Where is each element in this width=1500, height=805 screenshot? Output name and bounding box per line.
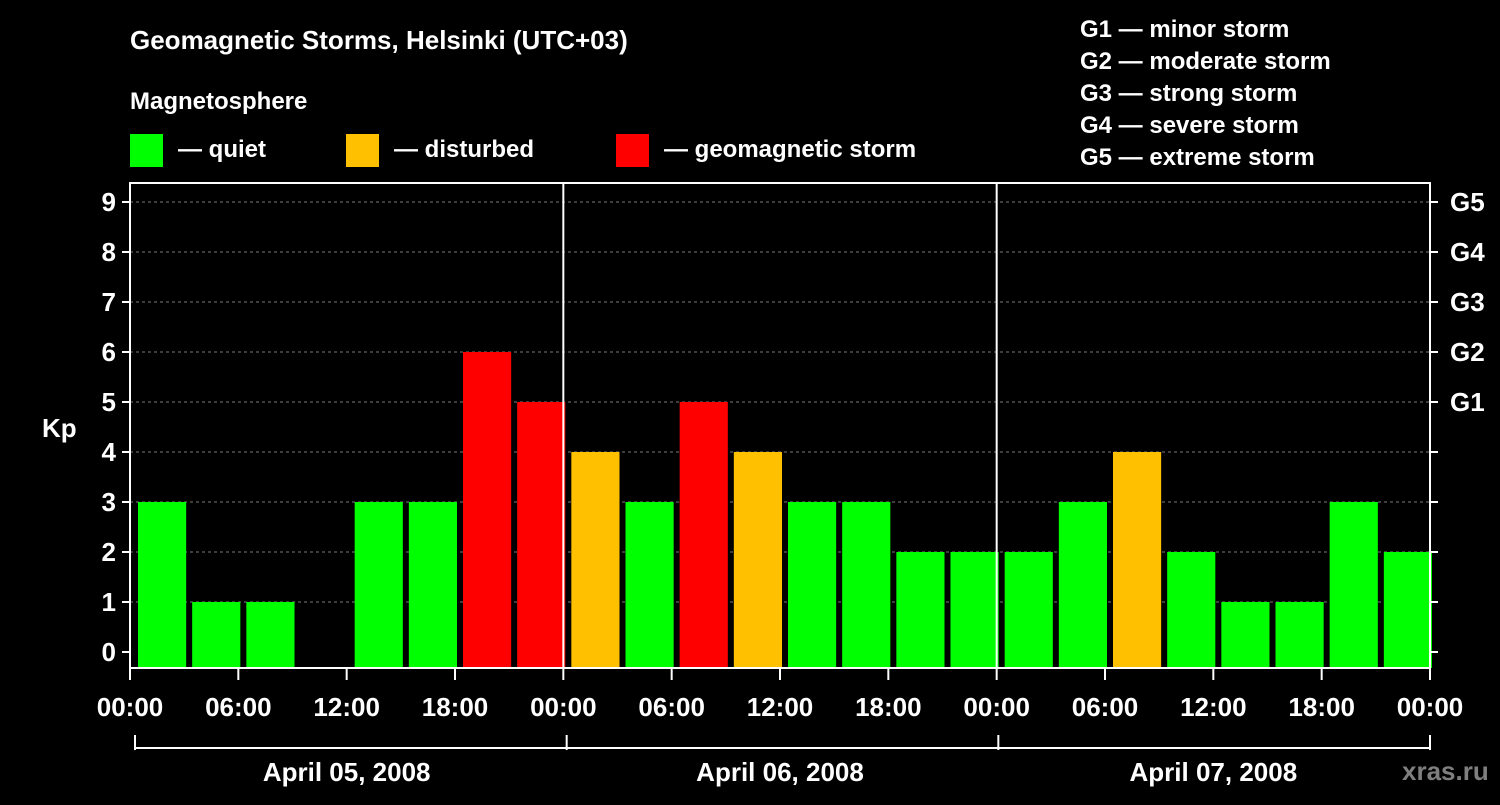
storm-scale-label: G2 — [1450, 337, 1485, 367]
x-tick-label: 00:00 — [963, 692, 1030, 722]
kp-bar — [842, 502, 891, 668]
storm-scale-label: G4 — [1450, 237, 1485, 267]
kp-bar — [1113, 452, 1162, 668]
day-label: April 07, 2008 — [1130, 757, 1298, 787]
x-tick-label: 00:00 — [1397, 692, 1464, 722]
kp-bar — [625, 502, 674, 668]
legend-swatch-storm — [616, 134, 649, 167]
kp-bar — [1221, 602, 1270, 668]
x-tick-label: 12:00 — [1180, 692, 1247, 722]
kp-bar — [950, 552, 999, 668]
y-tick-label: 8 — [102, 237, 116, 267]
day-label: April 05, 2008 — [263, 757, 431, 787]
kp-bar — [1275, 602, 1324, 668]
x-tick-label: 18:00 — [1288, 692, 1355, 722]
y-tick-label: 5 — [102, 387, 116, 417]
y-axis-label: Kp — [42, 413, 77, 443]
storm-scale-label: G5 — [1450, 187, 1485, 217]
y-tick-label: 7 — [102, 287, 116, 317]
kp-bar — [246, 602, 295, 668]
y-tick-label: 4 — [102, 437, 117, 467]
kp-bar — [1383, 552, 1432, 668]
chart-title: Geomagnetic Storms, Helsinki (UTC+03) — [130, 25, 628, 55]
legend-swatch-quiet — [130, 134, 163, 167]
storm-scale-g4: G4 — severe storm — [1080, 112, 1299, 139]
x-tick-label: 18:00 — [855, 692, 922, 722]
legend-heading: Magnetosphere — [130, 88, 307, 115]
kp-bar — [1167, 552, 1216, 668]
y-tick-label: 9 — [102, 187, 116, 217]
x-tick-label: 06:00 — [205, 692, 272, 722]
storm-scale-g3: G3 — strong storm — [1080, 80, 1297, 107]
storm-scale-key: G1 — minor storm G2 — moderate storm G3 … — [1080, 16, 1331, 171]
legend-label-disturbed: — disturbed — [394, 136, 534, 163]
kp-bar — [1004, 552, 1053, 668]
storm-scale-label: G3 — [1450, 287, 1485, 317]
x-tick-label: 00:00 — [530, 692, 597, 722]
storm-scale-label: G1 — [1450, 387, 1485, 417]
y-tick-label: 3 — [102, 487, 116, 517]
tick-labels: 0 1 2 3 4 5 6 7 8 9 G1 G2 G3 G4 G5 00:00 06:00 12:00 18:00… — [97, 187, 1485, 787]
kp-bar — [896, 552, 945, 668]
x-tick-label: 12:00 — [313, 692, 380, 722]
kp-bar — [679, 402, 728, 668]
kp-bar — [733, 452, 782, 668]
kp-bar — [192, 602, 241, 668]
axes — [122, 182, 1438, 750]
day-label: April 06, 2008 — [696, 757, 864, 787]
kp-bar — [517, 402, 566, 668]
x-tick-label: 00:00 — [97, 692, 164, 722]
legend-label-storm: — geomagnetic storm — [664, 136, 916, 163]
kp-bar — [1329, 502, 1378, 668]
legend: Magnetosphere — quiet — disturbed — geom… — [130, 88, 916, 167]
y-tick-label: 1 — [102, 587, 116, 617]
legend-label-quiet: — quiet — [178, 136, 266, 163]
storm-scale-g5: G5 — extreme storm — [1080, 144, 1315, 171]
kp-bar — [354, 502, 403, 668]
kp-bar — [1058, 502, 1107, 668]
y-tick-label: 2 — [102, 537, 116, 567]
x-tick-label: 18:00 — [422, 692, 489, 722]
storm-scale-g2: G2 — moderate storm — [1080, 48, 1331, 75]
kp-bar — [463, 352, 512, 668]
kp-bar — [571, 452, 620, 668]
x-tick-label: 06:00 — [1072, 692, 1139, 722]
x-tick-label: 12:00 — [747, 692, 814, 722]
bars — [138, 352, 1432, 668]
storm-scale-g1: G1 — minor storm — [1080, 16, 1289, 43]
kp-bar — [788, 502, 837, 668]
y-tick-label: 0 — [102, 637, 116, 667]
kp-bar — [138, 502, 187, 668]
watermark: xras.ru — [1402, 756, 1489, 786]
y-tick-label: 6 — [102, 337, 116, 367]
legend-swatch-disturbed — [346, 134, 379, 167]
x-tick-label: 06:00 — [638, 692, 705, 722]
kp-bar — [408, 502, 457, 668]
